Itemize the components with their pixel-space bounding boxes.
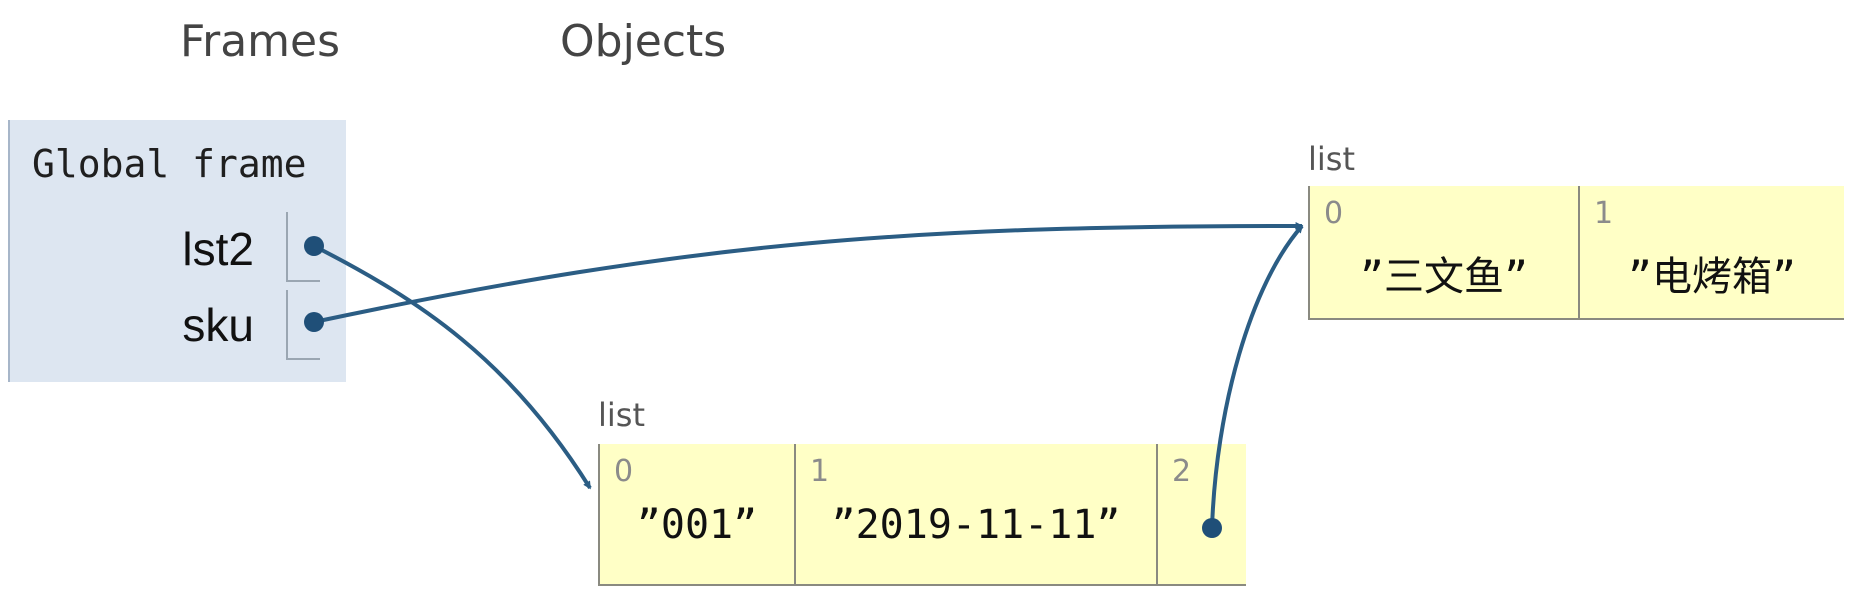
list-object-2-index-1: 1 bbox=[810, 454, 830, 489]
list-object-2-cell-2: 2 bbox=[1156, 444, 1246, 584]
list-object-1-cell-1: 1 ”电烤箱” bbox=[1578, 186, 1844, 318]
list-object-2-value-0: ”001” bbox=[636, 502, 758, 548]
list-object-1-index-0: 0 bbox=[1324, 196, 1344, 231]
frames-header: Frames bbox=[180, 16, 341, 67]
objects-header: Objects bbox=[560, 16, 727, 67]
list-object-2: 0 ”001” 1 ”2019-11-11” 2 bbox=[598, 444, 1246, 586]
list-object-2-index-0: 0 bbox=[614, 454, 634, 489]
sku-pointer-arrow bbox=[313, 222, 1304, 324]
variable-sku-slot bbox=[286, 290, 320, 360]
list-object-2-cell-1: 1 ”2019-11-11” bbox=[794, 444, 1156, 584]
list-object-1-value-0: ”三文鱼” bbox=[1359, 254, 1529, 300]
list-object-2-cell-0: 0 ”001” bbox=[598, 444, 794, 584]
list-object-1-cell-0: 0 ”三文鱼” bbox=[1308, 186, 1578, 318]
list-object-1: 0 ”三文鱼” 1 ”电烤箱” bbox=[1308, 186, 1844, 320]
global-frame: Global frame lst2 sku bbox=[8, 120, 346, 382]
lst2-pointer-arrow bbox=[313, 244, 592, 490]
list-object-2-index-2: 2 bbox=[1172, 454, 1192, 489]
list-object-2-value-1: ”2019-11-11” bbox=[831, 502, 1121, 548]
variable-sku-name: sku bbox=[182, 299, 254, 351]
variable-lst2-name: lst2 bbox=[182, 223, 254, 275]
list-object-1-value-1: ”电烤箱” bbox=[1627, 254, 1797, 300]
variable-lst2-slot bbox=[286, 212, 320, 282]
list-object-2-type-label: list bbox=[598, 396, 645, 434]
list-object-1-type-label: list bbox=[1308, 140, 1355, 178]
list-object-1-index-1: 1 bbox=[1594, 196, 1614, 231]
global-frame-title: Global frame bbox=[32, 142, 307, 186]
